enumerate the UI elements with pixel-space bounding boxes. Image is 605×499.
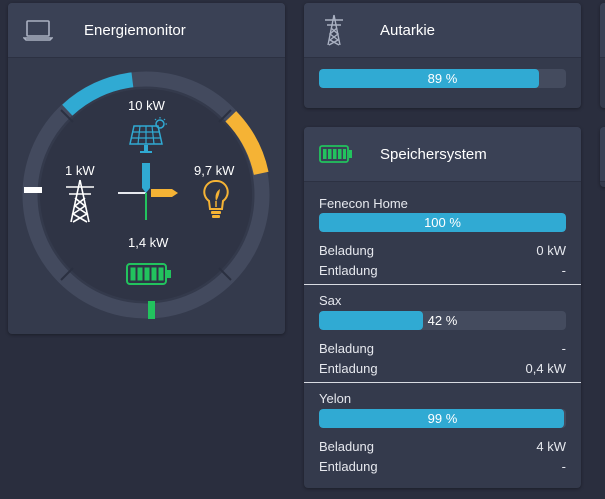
divider	[304, 284, 581, 285]
next-card-bottom-header[interactable]	[600, 127, 605, 182]
divider	[304, 382, 581, 383]
charge-value: -	[561, 341, 566, 356]
autarky-title: Autarkie	[380, 22, 436, 39]
energy-monitor-card: Energiemonitor	[8, 3, 285, 334]
storage-system-title: Speichersystem	[380, 146, 487, 163]
production-value: 10 kW	[128, 98, 165, 113]
discharge-value: -	[561, 263, 566, 278]
production-arc	[62, 72, 134, 116]
storage-progress: 99 %	[319, 409, 566, 428]
storage-percent: 100 %	[424, 215, 461, 230]
storage-name: Fenecon Home	[319, 196, 408, 211]
grid-marker	[24, 187, 42, 193]
ring-separators	[60, 109, 232, 281]
discharge-label: Entladung	[319, 459, 378, 474]
discharge-label: Entladung	[319, 361, 378, 376]
energy-ring-track	[22, 71, 270, 319]
grid-value: 1 kW	[65, 163, 95, 178]
battery-icon	[126, 262, 172, 286]
next-card-top	[600, 3, 605, 108]
flow-arrow-consumption	[151, 189, 178, 197]
power-tower-icon	[63, 178, 97, 224]
storage-marker	[148, 301, 155, 319]
battery-icon	[319, 145, 353, 163]
autarky-card: Autarkie 89 %	[304, 3, 581, 108]
storage-name: Yelon	[319, 391, 352, 406]
charge-value: 4 kW	[536, 439, 566, 454]
laptop-icon	[22, 18, 54, 42]
charge-label: Beladung	[319, 243, 374, 258]
discharge-label: Entladung	[319, 263, 378, 278]
solar-panel-icon	[126, 116, 170, 156]
storage-percent: 42 %	[427, 313, 458, 328]
consumption-value: 9,7 kW	[194, 163, 235, 178]
charge-label: Beladung	[319, 341, 374, 356]
discharge-value: 0,4 kW	[525, 361, 566, 376]
autarky-progress-fill	[319, 69, 539, 88]
autarky-header[interactable]: Autarkie	[304, 3, 581, 58]
energy-flow-diagram	[22, 71, 270, 319]
lightbulb-icon	[203, 179, 229, 221]
storage-system-card: Speichersystem Fenecon Home 100 % Beladu…	[304, 127, 581, 488]
next-card-bottom	[600, 127, 605, 187]
storage-progress: 42 %	[319, 311, 566, 330]
storage-progress: 100 %	[319, 213, 566, 232]
discharge-value: -	[561, 459, 566, 474]
storage-progress-fill	[319, 409, 564, 428]
storage-progress-fill	[319, 311, 423, 330]
storage-system-header[interactable]: Speichersystem	[304, 127, 581, 182]
charge-value: 0 kW	[536, 243, 566, 258]
charge-label: Beladung	[319, 439, 374, 454]
autarky-progress: 89 %	[319, 69, 566, 88]
storage-name: Sax	[319, 293, 342, 308]
energy-monitor-header[interactable]: Energiemonitor	[8, 3, 285, 58]
power-tower-icon	[323, 13, 345, 47]
next-card-top-header[interactable]	[600, 3, 605, 58]
energy-monitor-title: Energiemonitor	[84, 22, 186, 39]
storage-value: 1,4 kW	[128, 235, 169, 250]
flow-arrow-production	[142, 163, 150, 193]
storage-progress-fill	[319, 213, 566, 232]
storage-percent: 99 %	[427, 411, 458, 426]
autarky-percent: 89 %	[427, 71, 458, 86]
consumption-arc	[225, 111, 269, 176]
